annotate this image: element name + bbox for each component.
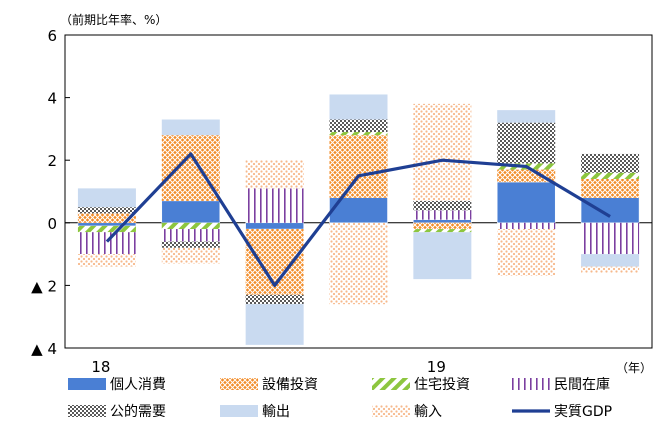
bar-segment-個人消費 <box>413 219 472 224</box>
bar-segment-輸出 <box>497 110 556 123</box>
bar-segment-設備投資 <box>329 135 388 198</box>
bar-segment-輸入 <box>497 229 556 277</box>
bar-segment-民間在庫 <box>581 222 640 255</box>
bar-segment-住宅投資 <box>161 222 220 230</box>
y-tick-label: 0 <box>47 215 57 233</box>
x-axis-unit-label: （年） <box>616 361 652 375</box>
x-tick-label: 19 <box>427 358 446 376</box>
x-tick-label: 18 <box>91 358 110 376</box>
legend-label: 輸入 <box>414 404 442 420</box>
bar-segment-民間在庫 <box>245 188 304 223</box>
bar-segment-輸出 <box>77 188 136 208</box>
bar-segment-輸入 <box>413 103 472 201</box>
legend-swatch <box>512 378 550 390</box>
legend-swatch <box>372 378 410 390</box>
bar-segment-公的需要 <box>497 122 556 164</box>
bar-segment-輸入 <box>161 247 220 264</box>
y-axis-ticks: 6 4 2 0 ▲ 2 ▲ 4 <box>31 27 70 358</box>
legend-label: 民間在庫 <box>554 376 610 393</box>
bar-segment-公的需要 <box>245 294 304 305</box>
bar-segment-輸入 <box>77 254 136 267</box>
bar-segment-輸入 <box>329 222 388 305</box>
bar-segment-輸入 <box>581 266 640 273</box>
legend-label: 設備投資 <box>262 377 318 393</box>
bar-segment-公的需要 <box>161 241 220 248</box>
y-tick-label: ▲ 2 <box>31 277 57 295</box>
bar-segment-個人消費 <box>161 200 221 224</box>
bar-segment-設備投資 <box>413 222 472 230</box>
bar-segment-公的需要 <box>77 207 136 214</box>
bar-segment-個人消費 <box>245 222 304 230</box>
bar-segment-住宅投資 <box>413 229 472 233</box>
legend-swatch <box>68 405 106 417</box>
legend-label: 実質GDP <box>554 404 612 420</box>
y-tick-label: 2 <box>47 152 57 170</box>
bar-segment-輸出 <box>581 254 640 267</box>
legend-label: 輸出 <box>262 404 290 420</box>
bar-segment-輸出 <box>329 94 388 120</box>
bar-segment-設備投資 <box>497 169 556 183</box>
bar-segment-個人消費 <box>77 222 137 227</box>
gdp-line-layer <box>105 152 611 287</box>
bar-segment-公的需要 <box>581 153 640 173</box>
legend-swatch <box>68 378 106 390</box>
bar-segment-輸出 <box>413 232 472 280</box>
legend-swatch <box>372 405 410 417</box>
stacked-bars <box>77 94 640 345</box>
bar-segment-公的需要 <box>329 119 388 133</box>
y-axis-unit-label: （前期比年率、%） <box>60 12 167 27</box>
bar-segment-住宅投資 <box>329 132 388 136</box>
legend-swatch <box>220 378 258 390</box>
bar-segment-住宅投資 <box>77 225 136 233</box>
y-tick-label: 6 <box>47 27 57 45</box>
legend-label: 住宅投資 <box>414 377 470 393</box>
y-tick-label: ▲ 4 <box>31 340 57 358</box>
legend-label: 個人消費 <box>110 377 166 393</box>
legend-swatch <box>220 405 258 417</box>
y-tick-label: 4 <box>47 90 57 108</box>
bar-segment-民間在庫 <box>413 210 472 220</box>
bar-segment-個人消費 <box>496 181 556 224</box>
bar-segment-輸入 <box>245 160 304 189</box>
bar-segment-公的需要 <box>413 200 472 211</box>
legend-label: 公的需要 <box>110 404 166 420</box>
bar-segment-住宅投資 <box>581 172 640 179</box>
bar-segment-個人消費 <box>580 197 640 224</box>
bar-segment-民間在庫 <box>161 229 220 242</box>
bar-segment-輸出 <box>245 304 304 345</box>
bar-segment-設備投資 <box>161 135 220 201</box>
bar-segment-輸出 <box>161 119 220 136</box>
bar-segment-民間在庫 <box>77 232 136 255</box>
plot-area-frame <box>64 34 653 349</box>
bar-segment-設備投資 <box>581 178 640 198</box>
bar-segment-設備投資 <box>77 213 136 223</box>
bar-segment-民間在庫 <box>497 222 556 230</box>
